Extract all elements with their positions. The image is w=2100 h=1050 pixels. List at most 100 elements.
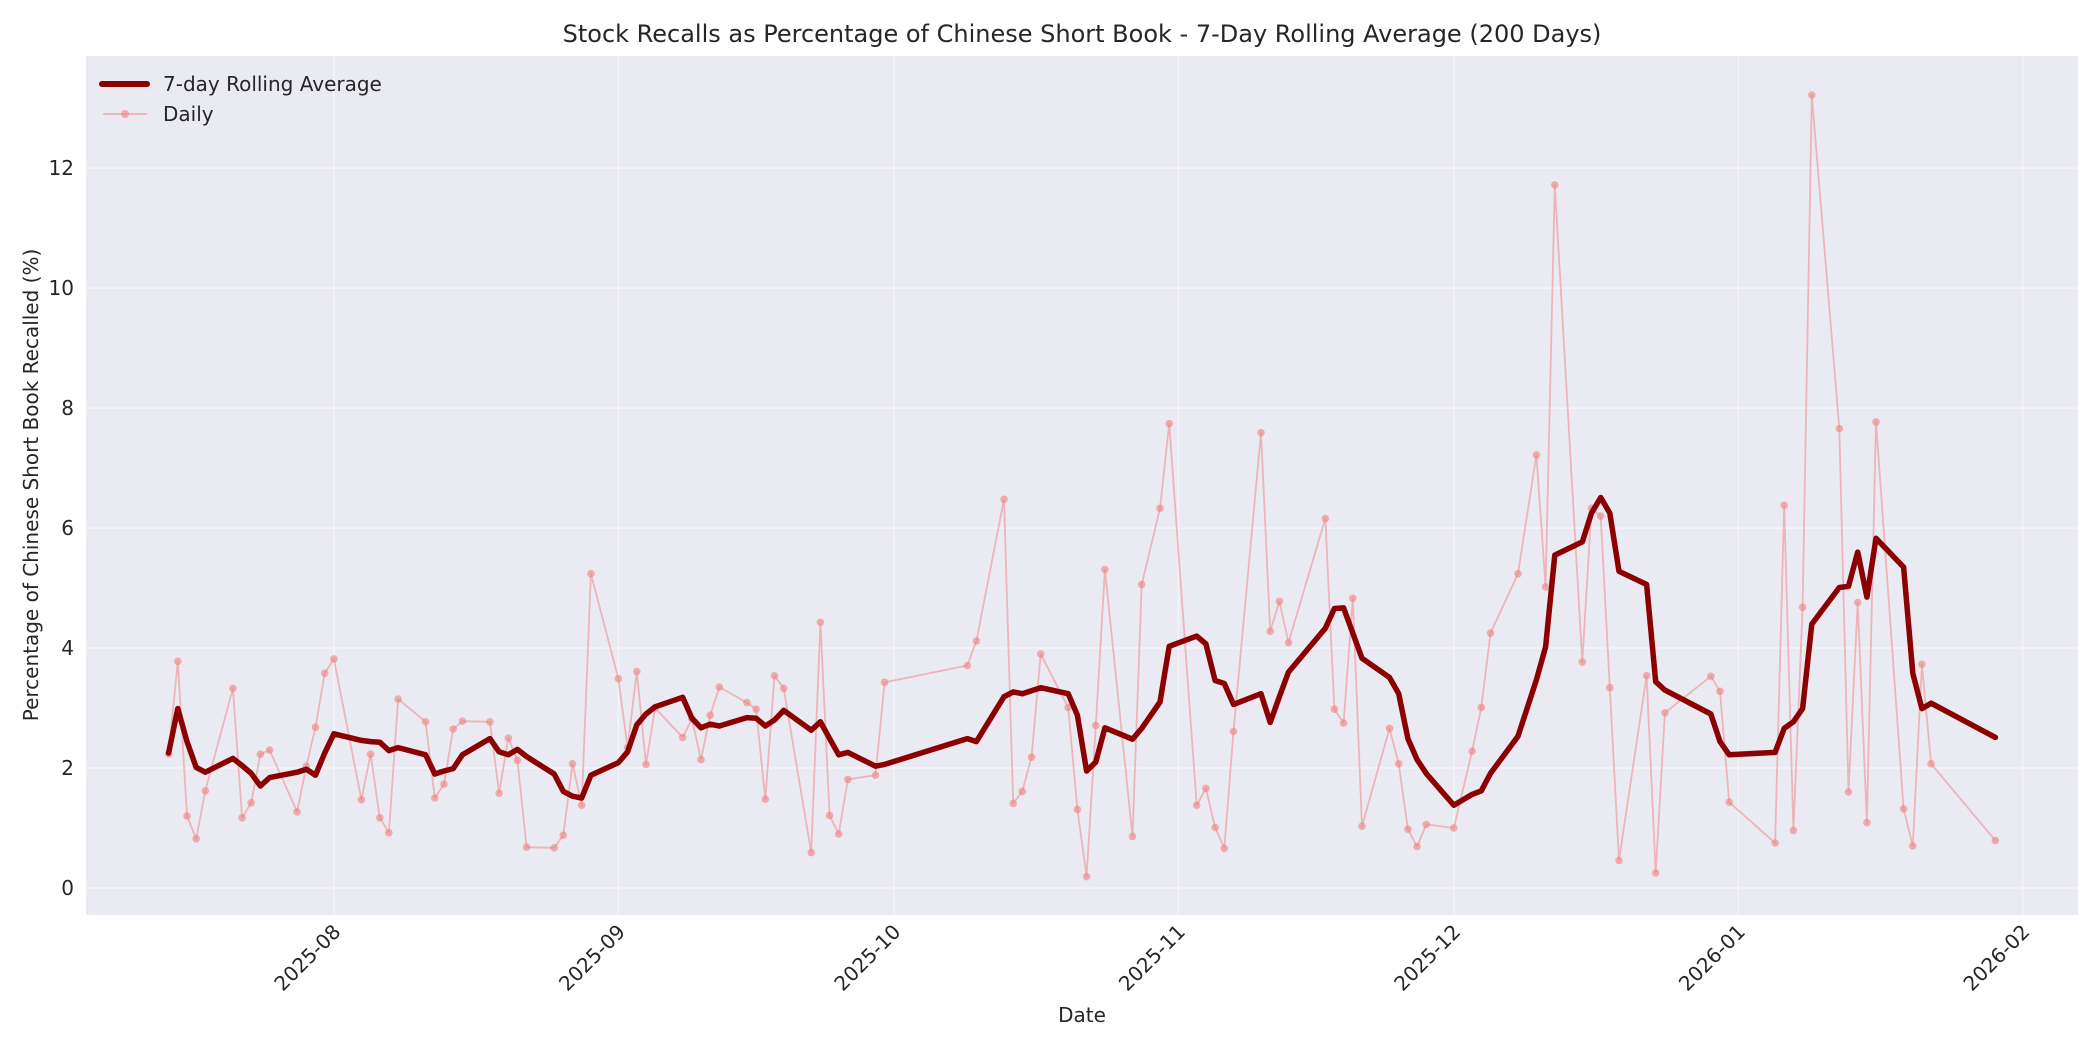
daily-point [1798, 603, 1807, 612]
daily-point [1413, 842, 1421, 851]
daily-point [752, 705, 760, 713]
daily-point [330, 655, 338, 663]
daily-point [366, 750, 375, 758]
daily-point [1202, 784, 1210, 793]
daily-point [1137, 580, 1146, 589]
daily-point [385, 829, 393, 837]
daily-point [697, 755, 705, 764]
daily-point [1385, 724, 1394, 733]
daily-point [1514, 569, 1522, 578]
daily-point [844, 775, 852, 784]
daily-point [522, 843, 531, 851]
daily-point [1835, 424, 1844, 433]
x-axis-label: Date [1058, 1003, 1106, 1027]
daily-point [201, 787, 210, 795]
daily-point [265, 746, 274, 754]
daily-point [174, 657, 182, 666]
daily-point [311, 723, 320, 731]
daily-point [1156, 504, 1164, 513]
daily-point [1257, 428, 1265, 437]
daily-point [495, 789, 503, 797]
daily-point [1541, 583, 1550, 591]
daily-point [678, 733, 687, 742]
daily-point [1330, 705, 1339, 713]
daily-point [577, 801, 586, 809]
daily-point [1358, 822, 1366, 830]
daily-point [1266, 627, 1274, 636]
daily-point [440, 780, 448, 788]
chart-title: Stock Recalls as Percentage of Chinese S… [563, 20, 1602, 48]
x-tick-label: 2025-09 [554, 920, 630, 996]
daily-point [1808, 91, 1816, 99]
daily-point [1422, 820, 1430, 829]
daily-point [1321, 514, 1330, 523]
daily-point [972, 637, 981, 645]
rolling-average-line [165, 494, 1999, 808]
daily-point [1082, 872, 1091, 881]
y-axis-label: Percentage of Chinese Short Book Recalle… [19, 249, 43, 722]
daily-point [706, 711, 714, 719]
daily-point [1284, 638, 1293, 647]
daily-point [1596, 512, 1605, 520]
y-tick-label: 2 [61, 756, 74, 780]
daily-point [504, 734, 513, 742]
daily-point [1927, 760, 1935, 768]
legend: 7-day Rolling Average Daily [99, 72, 382, 126]
daily-point [1064, 703, 1072, 712]
daily-point [431, 794, 439, 802]
daily-point [825, 811, 834, 820]
daily-point [559, 831, 568, 839]
daily-point [238, 814, 246, 822]
daily-point [1000, 495, 1008, 504]
daily-point [229, 684, 237, 693]
daily-point [1450, 824, 1458, 832]
daily-point [871, 771, 880, 779]
daily-point [1780, 501, 1788, 510]
legend-label-daily: Daily [163, 102, 214, 126]
daily-point [1853, 598, 1862, 607]
legend-item-daily: Daily [103, 102, 214, 126]
daily-point [761, 795, 770, 803]
x-tick-label: 2026-02 [1958, 920, 2034, 996]
x-tick-label: 2025-11 [1114, 920, 1190, 996]
daily-point [1477, 703, 1486, 712]
daily-point [1661, 709, 1669, 717]
daily-point [1128, 832, 1137, 841]
daily-point [1918, 660, 1926, 669]
daily-point [421, 718, 430, 726]
daily-point [376, 814, 384, 822]
daily-point [1073, 805, 1082, 814]
legend-label-rolling: 7-day Rolling Average [163, 72, 382, 96]
daily-point [1036, 650, 1045, 658]
daily-point [834, 830, 843, 838]
daily-point [449, 725, 458, 733]
daily-point [1789, 826, 1798, 835]
x-axis-ticks: 2025-08 2025-09 2025-10 2025-11 2025-12 2026-… [269, 920, 2034, 996]
daily-point [1192, 801, 1201, 809]
daily-point [568, 760, 577, 768]
gridlines [86, 56, 2078, 915]
daily-point [715, 683, 724, 691]
daily-point [1725, 798, 1733, 806]
daily-point [458, 717, 467, 725]
daily-point [1615, 856, 1623, 865]
daily-point [1863, 818, 1871, 827]
x-tick-label: 2025-12 [1389, 920, 1465, 996]
daily-point [1092, 721, 1100, 730]
daily-point [1771, 839, 1779, 847]
daily-point [1229, 727, 1238, 736]
legend-item-rolling: 7-day Rolling Average [99, 72, 382, 96]
daily-point [880, 678, 889, 687]
daily-point [587, 569, 595, 578]
daily-point [614, 674, 623, 683]
daily-point [1018, 787, 1027, 796]
daily-point [1339, 719, 1348, 727]
y-tick-label: 0 [61, 876, 74, 900]
daily-point [1606, 683, 1614, 692]
y-tick-label: 10 [49, 276, 74, 300]
daily-point [816, 618, 825, 627]
legend-daily-marker-icon [121, 110, 129, 118]
daily-point [256, 750, 265, 758]
daily-point [743, 698, 751, 707]
